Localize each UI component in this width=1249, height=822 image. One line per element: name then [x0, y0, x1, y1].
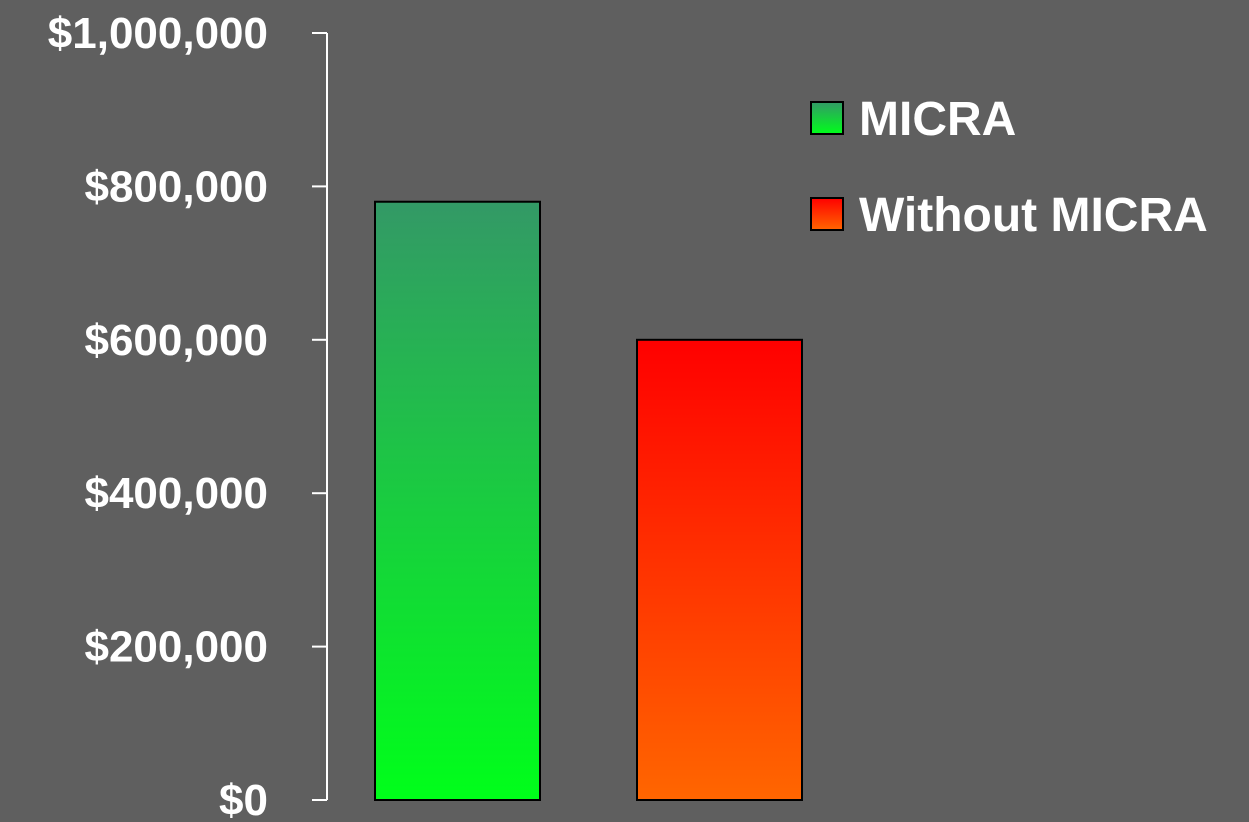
y-tick-label: $400,000	[84, 469, 268, 518]
y-tick-label: $800,000	[84, 162, 268, 211]
legend: MICRA Without MICRA	[810, 93, 1208, 242]
bar-micra	[374, 200, 541, 802]
legend-label: Without MICRA	[859, 189, 1208, 242]
legend-label: MICRA	[859, 93, 1016, 146]
y-tick-label: $1,000,000	[48, 9, 268, 58]
bars-group	[374, 200, 803, 802]
legend-swatch	[810, 101, 844, 135]
y-axis: $0 $200,000 $400,000 $600,000 $800,000 $1,000…	[48, 9, 328, 822]
legend-swatch	[810, 197, 844, 231]
bar-without-micra	[636, 338, 803, 801]
y-tick-label: $200,000	[84, 623, 268, 672]
y-tick-label: $0	[219, 776, 268, 822]
y-tick-label: $600,000	[84, 316, 268, 365]
